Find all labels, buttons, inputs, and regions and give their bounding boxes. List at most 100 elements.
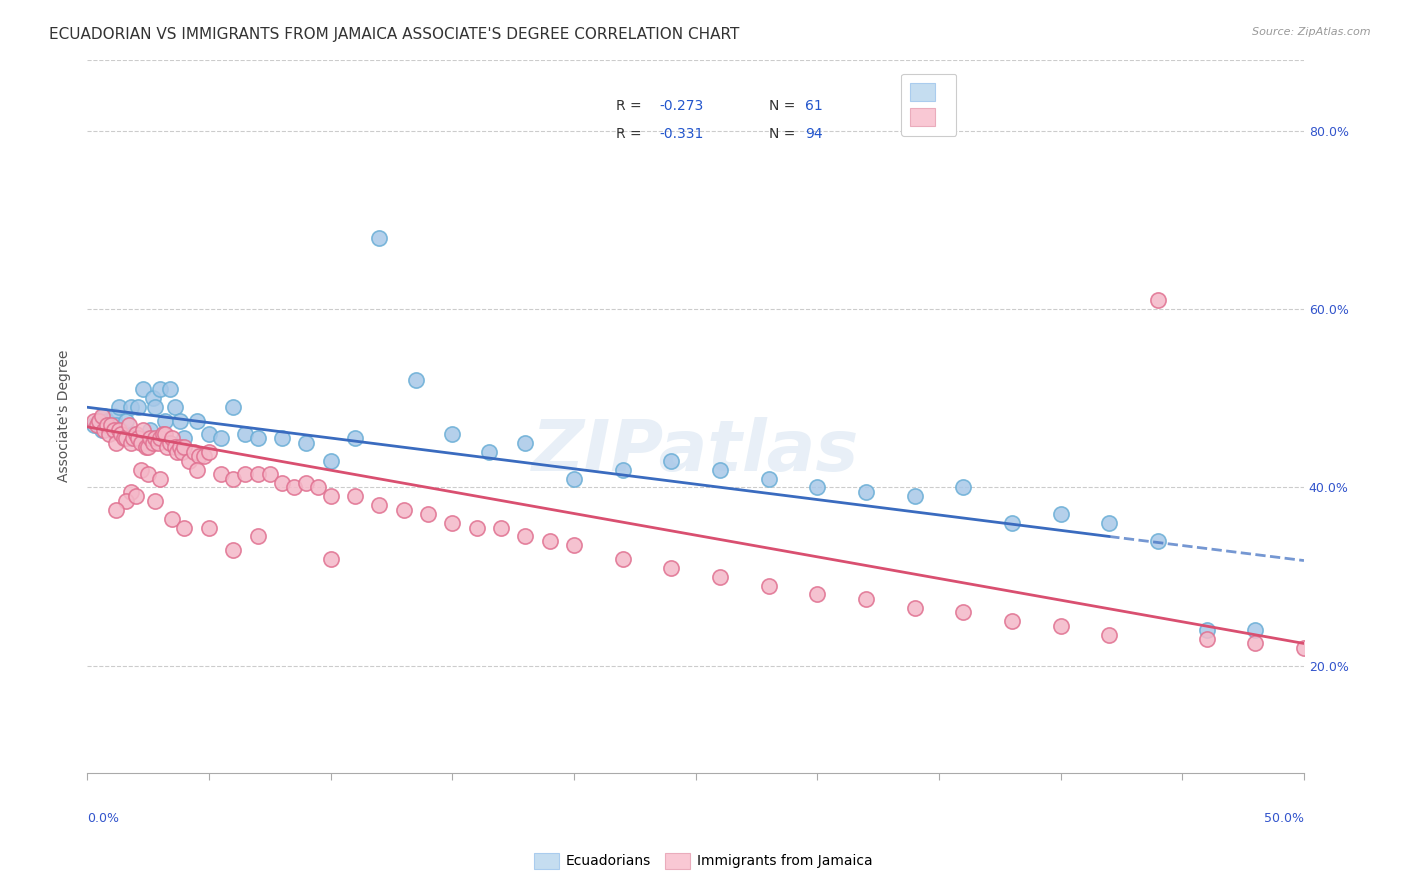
Point xyxy=(146,436,169,450)
Point xyxy=(1195,623,1218,637)
Point xyxy=(441,427,464,442)
Legend: , : , xyxy=(901,74,956,136)
Point xyxy=(139,423,162,437)
Point xyxy=(125,432,148,446)
Point xyxy=(209,467,232,481)
Point xyxy=(129,462,152,476)
Point xyxy=(142,392,165,406)
Text: R =: R = xyxy=(616,99,647,113)
Point xyxy=(122,427,145,442)
Point xyxy=(169,414,191,428)
Point xyxy=(83,414,105,428)
Point xyxy=(96,414,118,428)
Point xyxy=(105,418,128,433)
Point xyxy=(149,383,172,397)
Point xyxy=(441,516,464,530)
Point xyxy=(89,414,111,428)
Point xyxy=(117,432,139,446)
Point xyxy=(562,538,585,552)
Point xyxy=(120,436,142,450)
Point xyxy=(259,467,281,481)
Point xyxy=(93,423,115,437)
Point xyxy=(153,427,176,442)
Point xyxy=(209,432,232,446)
Point xyxy=(170,445,193,459)
Point xyxy=(515,436,537,450)
Point xyxy=(139,432,162,446)
Point xyxy=(127,432,149,446)
Point xyxy=(98,427,121,442)
Point xyxy=(368,498,391,512)
Point xyxy=(1292,640,1315,655)
Point xyxy=(659,560,682,574)
Point xyxy=(709,569,731,583)
Point xyxy=(152,427,174,442)
Point xyxy=(478,445,501,459)
Point xyxy=(295,475,318,490)
Point xyxy=(489,520,512,534)
Point xyxy=(83,418,105,433)
Point xyxy=(100,423,122,437)
Point xyxy=(143,432,166,446)
Point xyxy=(183,445,205,459)
Point xyxy=(135,436,157,450)
Point xyxy=(143,493,166,508)
Point xyxy=(307,480,329,494)
Point xyxy=(198,520,221,534)
Point xyxy=(392,502,415,516)
Text: ZIPatlas: ZIPatlas xyxy=(531,417,859,486)
Point xyxy=(612,462,634,476)
Point xyxy=(135,441,157,455)
Point xyxy=(758,471,780,485)
Point xyxy=(166,445,188,459)
Point xyxy=(136,441,159,455)
Point xyxy=(103,423,125,437)
Point xyxy=(132,423,155,437)
Point xyxy=(186,462,208,476)
Point xyxy=(222,542,245,557)
Point xyxy=(129,436,152,450)
Point xyxy=(246,529,269,543)
Point xyxy=(115,414,138,428)
Point xyxy=(709,462,731,476)
Point xyxy=(105,436,128,450)
Point xyxy=(295,436,318,450)
Point xyxy=(159,383,181,397)
Text: 0.0%: 0.0% xyxy=(87,812,120,825)
Point xyxy=(855,484,877,499)
Point xyxy=(132,383,155,397)
Point xyxy=(198,445,221,459)
Point xyxy=(156,441,179,455)
Point xyxy=(343,489,366,503)
Text: 50.0%: 50.0% xyxy=(1264,812,1303,825)
Point xyxy=(173,441,195,455)
Point xyxy=(163,401,186,415)
Text: R =: R = xyxy=(616,128,647,142)
Text: Source: ZipAtlas.com: Source: ZipAtlas.com xyxy=(1253,27,1371,37)
Point xyxy=(169,441,191,455)
Point xyxy=(515,529,537,543)
Point xyxy=(806,480,828,494)
Point xyxy=(405,374,427,388)
Point xyxy=(1049,507,1071,521)
Point xyxy=(319,551,342,566)
Point xyxy=(188,450,211,464)
Point xyxy=(198,427,221,442)
Point xyxy=(153,414,176,428)
Point xyxy=(136,467,159,481)
Point xyxy=(283,480,305,494)
Point xyxy=(105,502,128,516)
Point xyxy=(143,401,166,415)
Text: N =: N = xyxy=(769,99,800,113)
Point xyxy=(115,432,138,446)
Point xyxy=(125,489,148,503)
Text: 94: 94 xyxy=(806,128,823,142)
Point xyxy=(142,436,165,450)
Point xyxy=(112,427,135,442)
Point xyxy=(110,427,132,442)
Point xyxy=(112,432,135,446)
Point xyxy=(1244,623,1267,637)
Point xyxy=(89,414,111,428)
Point xyxy=(193,450,215,464)
Point xyxy=(186,414,208,428)
